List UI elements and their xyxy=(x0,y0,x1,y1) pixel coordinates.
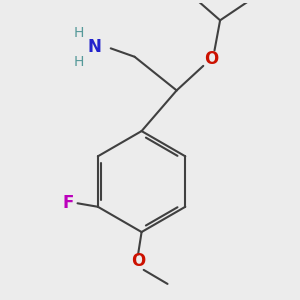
Text: N: N xyxy=(88,38,102,56)
Text: H: H xyxy=(73,56,84,69)
Text: F: F xyxy=(63,194,74,212)
Text: H: H xyxy=(73,26,84,40)
Text: O: O xyxy=(131,253,145,271)
Text: O: O xyxy=(205,50,219,68)
